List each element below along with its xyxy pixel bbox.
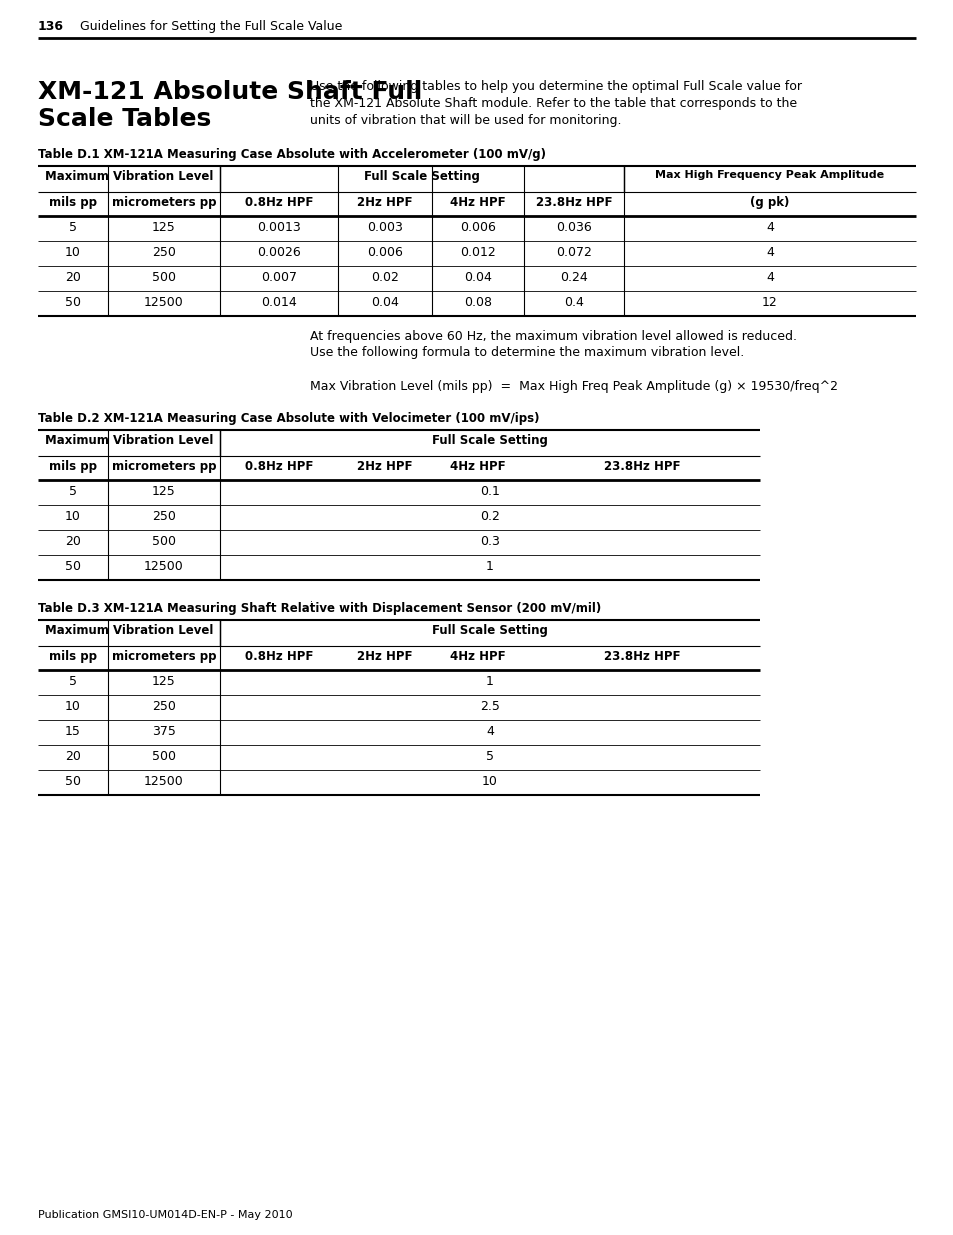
Text: Publication GMSI10-UM014D-EN-P - May 2010: Publication GMSI10-UM014D-EN-P - May 201… <box>38 1210 293 1220</box>
Text: 125: 125 <box>152 221 175 233</box>
Text: 2Hz HPF: 2Hz HPF <box>356 459 413 473</box>
Text: 10: 10 <box>65 700 81 713</box>
Text: 10: 10 <box>65 510 81 522</box>
Text: 375: 375 <box>152 725 175 739</box>
Text: At frequencies above 60 Hz, the maximum vibration level allowed is reduced.: At frequencies above 60 Hz, the maximum … <box>310 330 796 343</box>
Text: 5: 5 <box>69 221 77 233</box>
Text: 23.8Hz HPF: 23.8Hz HPF <box>603 459 679 473</box>
Text: 12500: 12500 <box>144 296 184 309</box>
Text: 0.0026: 0.0026 <box>257 246 300 259</box>
Text: micrometers pp: micrometers pp <box>112 196 216 209</box>
Text: 0.04: 0.04 <box>463 270 492 284</box>
Text: 20: 20 <box>65 750 81 763</box>
Text: Table D.2 XM-121A Measuring Case Absolute with Velocimeter (100 mV/ips): Table D.2 XM-121A Measuring Case Absolut… <box>38 412 539 425</box>
Text: 0.036: 0.036 <box>556 221 591 233</box>
Text: mils pp: mils pp <box>49 196 97 209</box>
Text: Full Scale Setting: Full Scale Setting <box>432 433 547 447</box>
Text: 20: 20 <box>65 270 81 284</box>
Text: 12: 12 <box>761 296 777 309</box>
Text: 0.014: 0.014 <box>261 296 296 309</box>
Text: 2Hz HPF: 2Hz HPF <box>356 196 413 209</box>
Text: 125: 125 <box>152 485 175 498</box>
Text: 0.007: 0.007 <box>261 270 296 284</box>
Text: micrometers pp: micrometers pp <box>112 650 216 663</box>
Text: 0.2: 0.2 <box>479 510 499 522</box>
Text: Table D.1 XM-121A Measuring Case Absolute with Accelerometer (100 mV/g): Table D.1 XM-121A Measuring Case Absolut… <box>38 148 545 161</box>
Text: 1: 1 <box>485 676 494 688</box>
Text: 4: 4 <box>765 221 773 233</box>
Text: 4: 4 <box>765 246 773 259</box>
Text: 23.8Hz HPF: 23.8Hz HPF <box>603 650 679 663</box>
Text: 250: 250 <box>152 700 175 713</box>
Text: .: . <box>310 594 313 604</box>
Text: 4Hz HPF: 4Hz HPF <box>450 459 505 473</box>
Text: (g pk): (g pk) <box>749 196 789 209</box>
Text: Full Scale Setting: Full Scale Setting <box>364 170 479 183</box>
Text: 0.08: 0.08 <box>463 296 492 309</box>
Text: 0.02: 0.02 <box>371 270 398 284</box>
Text: 125: 125 <box>152 676 175 688</box>
Text: units of vibration that will be used for monitoring.: units of vibration that will be used for… <box>310 114 620 127</box>
Text: 500: 500 <box>152 750 175 763</box>
Text: 15: 15 <box>65 725 81 739</box>
Text: 4Hz HPF: 4Hz HPF <box>450 650 505 663</box>
Text: 0.8Hz HPF: 0.8Hz HPF <box>245 459 313 473</box>
Text: Use the following tables to help you determine the optimal Full Scale value for: Use the following tables to help you det… <box>310 80 801 93</box>
Text: Maximum Vibration Level: Maximum Vibration Level <box>45 624 213 637</box>
Text: 250: 250 <box>152 246 175 259</box>
Text: 0.3: 0.3 <box>479 535 499 548</box>
Text: mils pp: mils pp <box>49 459 97 473</box>
Text: 4: 4 <box>485 725 494 739</box>
Text: Use the following formula to determine the maximum vibration level.: Use the following formula to determine t… <box>310 346 743 359</box>
Text: 136: 136 <box>38 20 64 33</box>
Text: Guidelines for Setting the Full Scale Value: Guidelines for Setting the Full Scale Va… <box>80 20 342 33</box>
Text: 0.24: 0.24 <box>559 270 587 284</box>
Text: Table D.3 XM-121A Measuring Shaft Relative with Displacement Sensor (200 mV/mil): Table D.3 XM-121A Measuring Shaft Relati… <box>38 601 600 615</box>
Text: Max Vibration Level (mils pp)  =  Max High Freq Peak Amplitude (g) × 19530/freq^: Max Vibration Level (mils pp) = Max High… <box>310 380 837 393</box>
Text: 250: 250 <box>152 510 175 522</box>
Text: XM-121 Absolute Shaft Full: XM-121 Absolute Shaft Full <box>38 80 422 104</box>
Text: Max High Frequency Peak Amplitude: Max High Frequency Peak Amplitude <box>655 170 883 180</box>
Text: 50: 50 <box>65 296 81 309</box>
Text: Maximum Vibration Level: Maximum Vibration Level <box>45 433 213 447</box>
Text: 5: 5 <box>69 485 77 498</box>
Text: 2Hz HPF: 2Hz HPF <box>356 650 413 663</box>
Text: Maximum Vibration Level: Maximum Vibration Level <box>45 170 213 183</box>
Text: mils pp: mils pp <box>49 650 97 663</box>
Text: 50: 50 <box>65 559 81 573</box>
Text: 0.1: 0.1 <box>479 485 499 498</box>
Text: 1: 1 <box>485 559 494 573</box>
Text: 4Hz HPF: 4Hz HPF <box>450 196 505 209</box>
Text: 10: 10 <box>65 246 81 259</box>
Text: 0.04: 0.04 <box>371 296 398 309</box>
Text: 2.5: 2.5 <box>479 700 499 713</box>
Text: the XM-121 Absolute Shaft module. Refer to the table that corresponds to the: the XM-121 Absolute Shaft module. Refer … <box>310 98 797 110</box>
Text: 500: 500 <box>152 270 175 284</box>
Text: 0.072: 0.072 <box>556 246 591 259</box>
Text: micrometers pp: micrometers pp <box>112 459 216 473</box>
Text: Full Scale Setting: Full Scale Setting <box>432 624 547 637</box>
Text: 0.8Hz HPF: 0.8Hz HPF <box>245 196 313 209</box>
Text: 4: 4 <box>765 270 773 284</box>
Text: 0.003: 0.003 <box>367 221 402 233</box>
Text: 0.006: 0.006 <box>367 246 402 259</box>
Text: 0.006: 0.006 <box>459 221 496 233</box>
Text: 0.012: 0.012 <box>459 246 496 259</box>
Text: 0.4: 0.4 <box>563 296 583 309</box>
Text: Scale Tables: Scale Tables <box>38 107 211 131</box>
Text: 500: 500 <box>152 535 175 548</box>
Text: 5: 5 <box>485 750 494 763</box>
Text: 20: 20 <box>65 535 81 548</box>
Text: 12500: 12500 <box>144 776 184 788</box>
Text: 12500: 12500 <box>144 559 184 573</box>
Text: 0.8Hz HPF: 0.8Hz HPF <box>245 650 313 663</box>
Text: 23.8Hz HPF: 23.8Hz HPF <box>536 196 612 209</box>
Text: 5: 5 <box>69 676 77 688</box>
Text: 10: 10 <box>481 776 497 788</box>
Text: 0.0013: 0.0013 <box>257 221 300 233</box>
Text: 50: 50 <box>65 776 81 788</box>
